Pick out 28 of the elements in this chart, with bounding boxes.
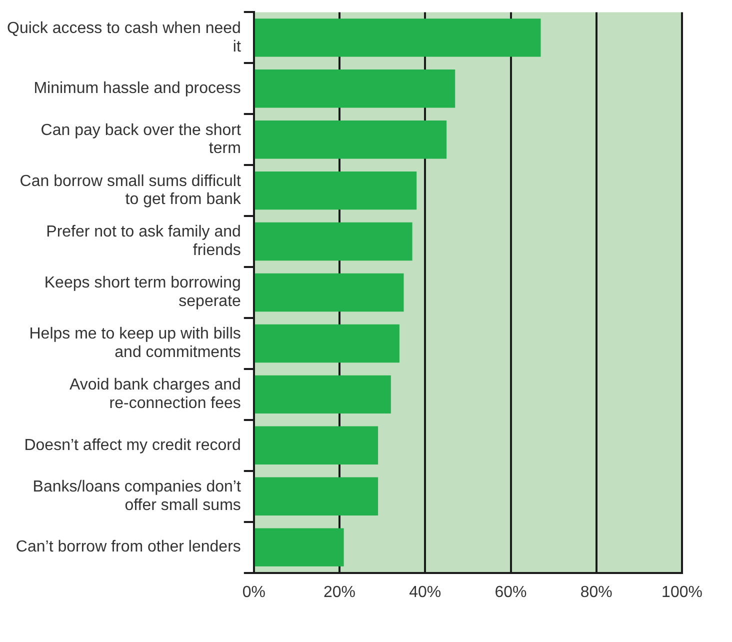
bar <box>254 171 417 210</box>
bar <box>254 222 412 261</box>
bar <box>254 273 404 312</box>
y-tick-label: Doesn’t affect my credit record <box>24 436 241 454</box>
x-tick-label: 80% <box>580 584 612 601</box>
y-tick-label: Helps me to keep up with bills and commitments <box>29 326 241 362</box>
bar <box>254 375 391 414</box>
x-tick-label: 60% <box>494 584 527 601</box>
y-tick-label: Banks/loans companies don’t offer small sums <box>32 478 242 514</box>
bar <box>254 477 378 516</box>
y-tick-label: Can’t borrow from other lenders <box>16 538 241 556</box>
y-tick-label: Quick access to cash when need it <box>7 20 242 56</box>
y-tick-label: Minimum hassle and process <box>34 80 241 98</box>
y-tick-label: Avoid bank charges and re-connection fees <box>70 376 241 412</box>
x-tick-label: 100% <box>662 584 702 601</box>
x-tick-label: 40% <box>409 584 442 601</box>
x-tick-label: 0% <box>242 584 266 601</box>
bar <box>254 426 378 465</box>
bar <box>254 324 400 363</box>
y-tick-label: Can borrow small sums difficult to get from bank <box>20 172 242 208</box>
bar <box>254 18 541 57</box>
x-tick-label: 20% <box>324 584 356 601</box>
bar <box>254 120 447 159</box>
y-tick-label: Prefer not to ask family and friends <box>46 224 241 260</box>
y-tick-label: Can pay back over the short term <box>40 122 242 158</box>
y-tick-label: Keeps short term borrowing seperate <box>44 274 242 310</box>
bar <box>254 70 456 108</box>
bar <box>254 528 344 566</box>
